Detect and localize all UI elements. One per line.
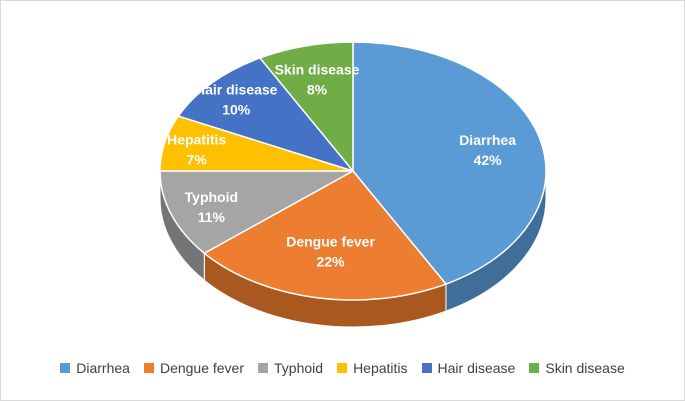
legend-label: Hair disease bbox=[437, 360, 516, 376]
legend-label: Typhoid bbox=[274, 360, 324, 376]
legend-item-typhoid: Typhoid bbox=[258, 360, 323, 376]
pie-label-category: Hepatitis bbox=[167, 132, 226, 148]
legend-swatch bbox=[337, 363, 348, 373]
pie-slice-diarrhea bbox=[352, 41, 547, 285]
pie-label-value: 7% bbox=[187, 152, 208, 168]
pie-label-category: Dengue fever bbox=[286, 234, 375, 250]
pie-label-diarrhea: Diarrhea 42% bbox=[459, 132, 516, 168]
pie-label-skin-disease: Skin disease 8% bbox=[275, 61, 360, 97]
pie-slice-hair-disease bbox=[177, 57, 356, 173]
legend-swatch bbox=[529, 363, 540, 373]
legend-swatch bbox=[60, 363, 71, 373]
pie-slices bbox=[159, 41, 547, 301]
pie-slice-dengue-fever bbox=[202, 170, 448, 301]
legend-swatch bbox=[421, 363, 432, 373]
pie-label-value: 10% bbox=[222, 102, 251, 118]
legend-item-skin-disease: Skin disease bbox=[529, 360, 625, 376]
pie-label-category: Hair disease bbox=[195, 82, 278, 98]
pie-label-value: 11% bbox=[198, 209, 226, 225]
pie-label-category: Typhoid bbox=[185, 189, 238, 205]
pie-slice-skin-disease bbox=[258, 41, 354, 174]
pie-label-hair-disease: Hair disease 10% bbox=[195, 82, 278, 118]
pie-label-category: Diarrhea bbox=[459, 132, 516, 148]
legend-label: Diarrhea bbox=[76, 360, 130, 376]
legend-item-hair-disease: Hair disease bbox=[421, 360, 516, 376]
legend-item-dengue-fever: Dengue fever bbox=[143, 360, 245, 376]
legend-label: Dengue fever bbox=[159, 360, 245, 376]
pie-label-value: 8% bbox=[307, 81, 328, 97]
pie-label-dengue-fever: Dengue fever 22% bbox=[286, 234, 375, 270]
pie-label-value: 42% bbox=[474, 152, 503, 168]
pie-label-hepatitis: Hepatitis 7% bbox=[167, 132, 226, 168]
chart-legend: Diarrhea Dengue fever Typhoid Hepatitis Hair… bbox=[0, 360, 685, 376]
legend-label: Hepatitis bbox=[353, 360, 408, 376]
pie-labels: Diarrhea 42% Dengue fever 22% Typhoid 11% Hepa… bbox=[167, 61, 516, 269]
legend-swatch bbox=[258, 363, 269, 373]
legend-swatch bbox=[143, 363, 154, 373]
pie-label-typhoid: Typhoid 11% bbox=[185, 189, 238, 225]
pie-label-category: Skin disease bbox=[275, 61, 360, 77]
legend-label: Skin disease bbox=[545, 360, 625, 376]
legend-item-diarrhea: Diarrhea bbox=[60, 360, 130, 376]
pie-slice-typhoid bbox=[159, 170, 354, 255]
legend-item-hepatitis: Hepatitis bbox=[337, 360, 408, 376]
pie-label-value: 22% bbox=[317, 254, 346, 270]
